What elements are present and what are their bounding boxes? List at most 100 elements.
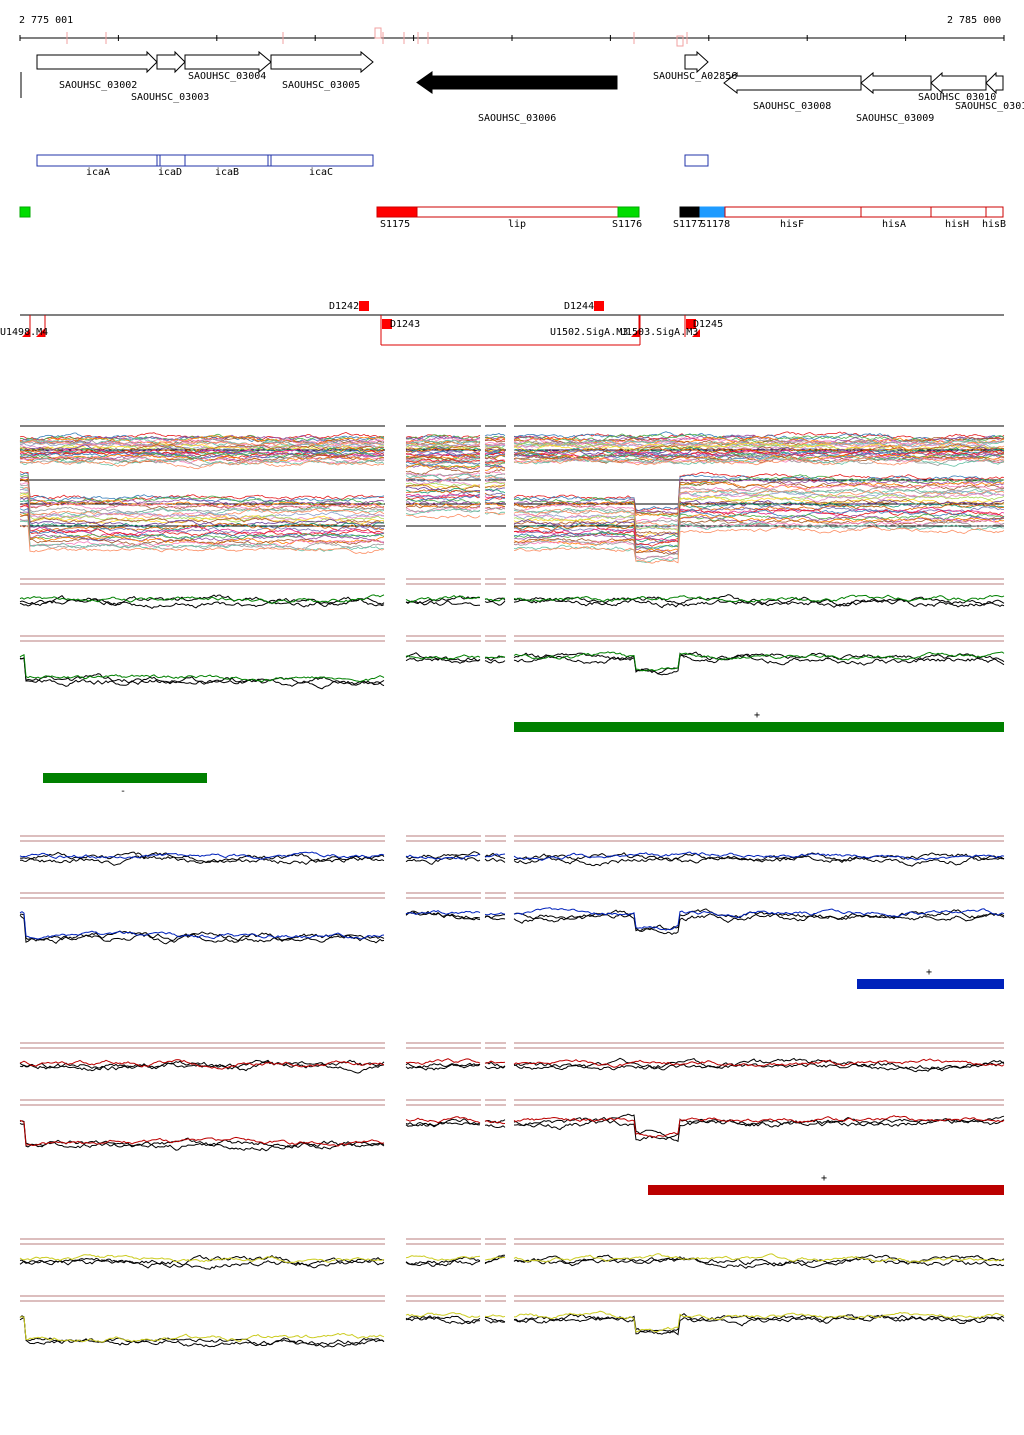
strand-label: + [926, 967, 932, 978]
expression-line [484, 459, 506, 464]
expression-line [405, 595, 481, 605]
expression-line [513, 471, 1005, 512]
expression-line [484, 511, 506, 515]
expression-line [513, 519, 1005, 560]
expression-line [405, 443, 481, 450]
expression-line [405, 502, 481, 509]
segment-red[interactable] [376, 206, 418, 218]
expression-line [513, 855, 1005, 867]
condition-bar-green[interactable] [514, 722, 1004, 732]
gene-arrow[interactable] [156, 50, 186, 74]
operon-box[interactable] [156, 154, 186, 167]
expression-line [513, 481, 1005, 523]
expression-line [405, 452, 481, 460]
expression-line [513, 1057, 1005, 1073]
expression-line [405, 489, 481, 494]
expression-line [19, 503, 385, 538]
expression-line [484, 469, 506, 475]
expression-line [484, 507, 506, 511]
expression-line [513, 493, 1005, 531]
promoter-label: D1242 [329, 301, 359, 312]
expression-line [19, 458, 385, 470]
expression-line [19, 482, 385, 511]
expression-line [513, 1253, 1005, 1263]
segment-green[interactable] [617, 206, 640, 218]
strand-label: + [754, 710, 760, 721]
promoter-marker[interactable] [686, 319, 696, 329]
expression-overview [19, 425, 1005, 564]
condition-bar-green[interactable] [43, 773, 207, 783]
expression-line [19, 478, 385, 508]
expression-line [19, 503, 385, 532]
expression-line [405, 910, 481, 916]
operon-box[interactable] [684, 154, 709, 167]
gene-arrow[interactable] [184, 50, 272, 74]
expression-line [484, 492, 506, 496]
expression-line [513, 1113, 1005, 1139]
promoter-triangle[interactable] [631, 329, 639, 337]
segment-black[interactable] [679, 206, 701, 218]
promoter-triangle[interactable] [692, 329, 700, 337]
expression-line [484, 597, 506, 602]
operon-box[interactable] [184, 154, 272, 167]
expression-line [19, 514, 385, 547]
expression-line [513, 495, 1005, 537]
gene-arrow[interactable] [36, 50, 158, 74]
promoter-marker[interactable] [382, 319, 392, 329]
segment-blue[interactable] [699, 206, 726, 218]
expression-line [484, 460, 506, 465]
expression-line [19, 524, 385, 554]
expression-line [19, 440, 385, 448]
expression-line [513, 457, 1005, 466]
segment-outline[interactable] [724, 206, 862, 218]
operon-track [36, 154, 709, 167]
segment-green[interactable] [19, 206, 31, 218]
promoter-marker[interactable] [594, 301, 604, 311]
promoter-triangle[interactable] [36, 328, 45, 337]
expression-line [405, 486, 481, 493]
expression-line [405, 513, 481, 520]
expression-line [513, 474, 1005, 511]
segment-outline[interactable] [930, 206, 987, 218]
condition-bar-red[interactable] [648, 1185, 1004, 1195]
promoter-track: D1242 D1243 D1244 D1245 U1502.SigA.M3 U1… [0, 301, 1004, 346]
promoter-triangle[interactable] [22, 329, 30, 337]
operon-box[interactable] [36, 154, 158, 167]
expression-line [405, 436, 481, 443]
expression-line [405, 473, 481, 480]
expression-line [405, 1063, 481, 1071]
expression-line [484, 433, 506, 437]
segment-outline[interactable] [416, 206, 619, 218]
expression-line [19, 1254, 385, 1267]
gene-arrow[interactable] [270, 50, 374, 74]
expression-line [484, 477, 506, 481]
gene-arrow-filled[interactable] [416, 71, 618, 94]
gene-arrow[interactable] [723, 71, 862, 95]
segment-outline[interactable] [985, 206, 1004, 218]
expression-line [484, 1254, 505, 1264]
segment-outline[interactable] [860, 206, 932, 218]
expression-line [405, 482, 481, 488]
gene-arrow[interactable] [985, 71, 1004, 95]
expression-line [405, 654, 481, 660]
expression-line [484, 438, 505, 443]
expression-line [484, 511, 506, 516]
expression-line [513, 908, 1005, 933]
expression-line [484, 466, 506, 471]
gene-label: SAOUHSC_03003 [131, 92, 209, 103]
expression-line [513, 521, 1005, 564]
gene-label: SAOUHSC_03006 [478, 113, 556, 124]
expression-line [513, 436, 1005, 446]
gene-arrow[interactable] [930, 71, 987, 95]
promoter-marker[interactable] [359, 301, 369, 311]
expression-line [405, 506, 481, 513]
segment-label: S1177 [673, 219, 703, 230]
gene-arrow[interactable] [684, 50, 709, 74]
expression-line [513, 439, 1005, 449]
gene-arrow[interactable] [860, 71, 932, 95]
operon-box[interactable] [270, 154, 374, 167]
expression-line [19, 484, 385, 514]
expression-line [513, 513, 1005, 554]
condition-bar-blue[interactable] [857, 979, 1004, 989]
